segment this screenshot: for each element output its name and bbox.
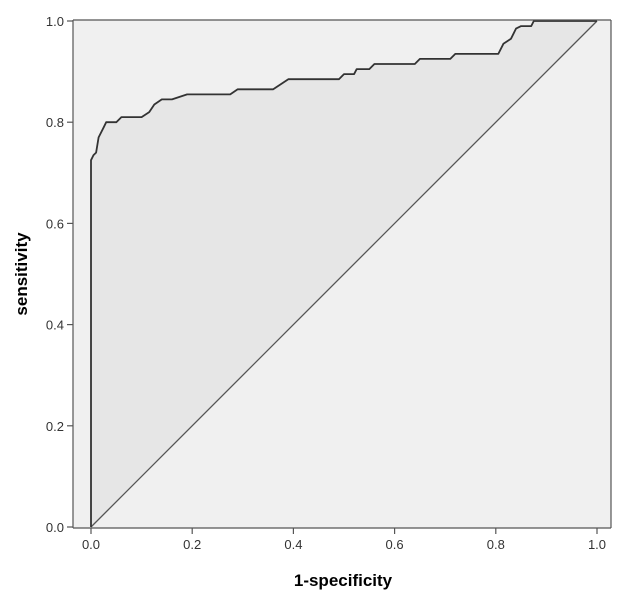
y-tick-label: 0.8 (46, 115, 64, 130)
x-axis-ticks: 0.0 0.2 0.4 0.6 0.8 1.0 (82, 528, 606, 552)
x-tick-label: 0.0 (82, 537, 100, 552)
x-tick-label: 0.2 (183, 537, 201, 552)
x-tick-label: 0.4 (284, 537, 302, 552)
x-tick-label: 0.8 (487, 537, 505, 552)
reference-diagonal (90, 20, 598, 528)
roc-curve-line (90, 20, 597, 527)
x-tick-label: 1.0 (588, 537, 606, 552)
y-tick-label: 0.2 (46, 419, 64, 434)
axes (72, 19, 612, 529)
y-tick-label: 0.0 (46, 520, 64, 535)
roc-curve (90, 20, 597, 527)
y-axis-ticks: 0.0 0.2 0.4 0.6 0.8 1.0 (46, 14, 73, 535)
y-axis-title: sensitivity (12, 232, 31, 316)
y-tick-label: 0.6 (46, 216, 64, 231)
x-axis-title: 1-specificity (294, 571, 393, 590)
y-tick-label: 0.4 (46, 318, 64, 333)
x-tick-label: 0.6 (386, 537, 404, 552)
y-tick-label: 1.0 (46, 14, 64, 29)
reference-diagonal-line (90, 20, 598, 528)
